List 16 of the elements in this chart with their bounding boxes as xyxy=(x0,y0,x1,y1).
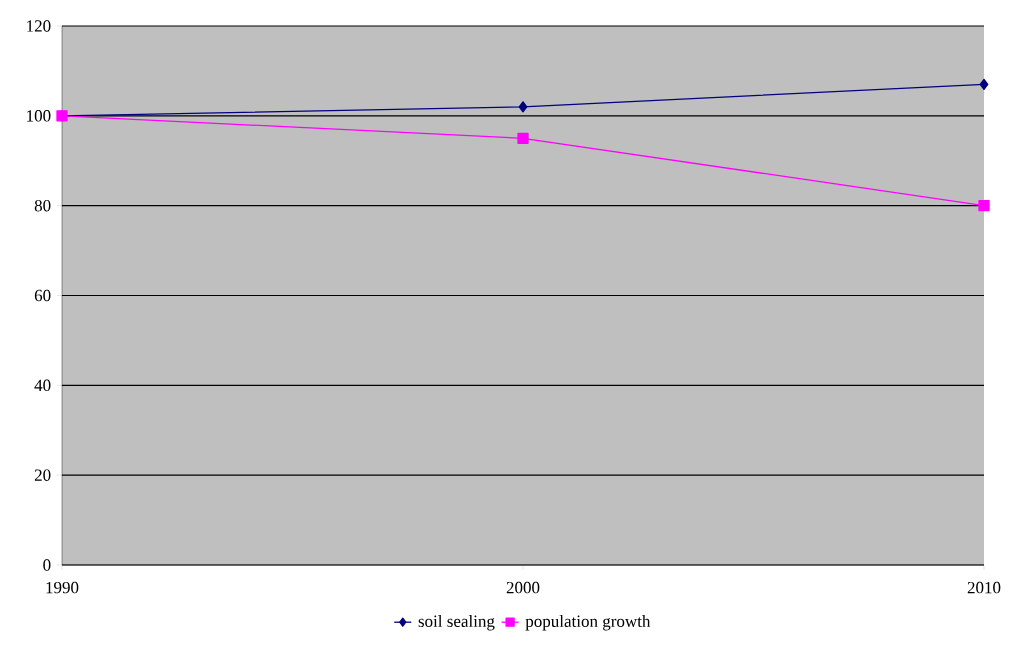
point xyxy=(517,132,529,144)
point xyxy=(978,200,990,212)
x-tick-label: 2000 xyxy=(506,581,540,594)
legend-label: soil sealing xyxy=(418,615,495,631)
x-tick-label: 1990 xyxy=(46,581,79,594)
point xyxy=(518,101,528,113)
y-tick-label: 40 xyxy=(34,379,51,392)
y-tick-label: 20 xyxy=(34,469,51,481)
y-tick-label: 60 xyxy=(34,289,51,302)
y-tick-label: 100 xyxy=(27,110,51,122)
x-tick-label: 2010 xyxy=(967,581,1001,594)
point xyxy=(979,78,989,91)
y-tick-label: 0 xyxy=(43,559,51,571)
y-tick-label: 120 xyxy=(27,20,51,32)
legend-label: population growth xyxy=(525,615,651,631)
y-tick-label: 80 xyxy=(34,199,51,212)
